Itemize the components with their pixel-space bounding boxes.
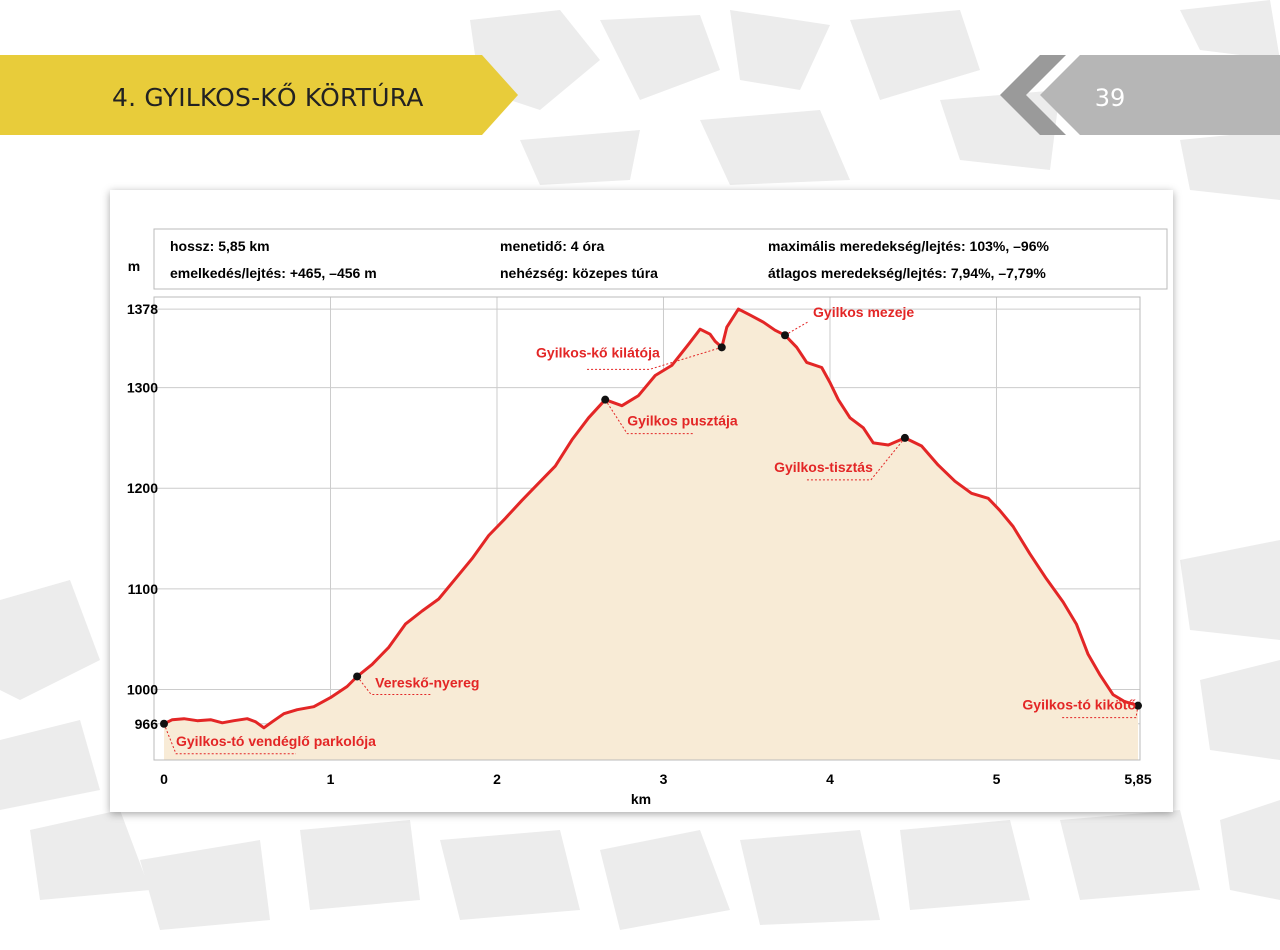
page-title: 4. GYILKOS-KŐ KÖRTÚRA — [112, 83, 424, 112]
x-tick-label: 3 — [660, 771, 668, 787]
waypoint: Vereskő-nyereg — [353, 672, 479, 695]
x-tick-label: 5 — [993, 771, 1001, 787]
y-tick-label: 966 — [135, 716, 159, 732]
chevron-left-icon — [1000, 55, 1066, 135]
waypoint-label: Gyilkos-tó kikötő — [1022, 697, 1136, 713]
x-tick-label: 1 — [327, 771, 335, 787]
waypoint: Gyilkos-tisztás — [774, 433, 909, 481]
stat-length: hossz: 5,85 km — [170, 238, 270, 254]
tick-labels: 0 1 2 3 4 5 5,85 966 1000 1100 1200 1300 1378 — [127, 301, 1152, 787]
x-tick-label: 0 — [160, 771, 168, 787]
elevation-profile-chart: Gyilkos-tó vendéglő parkolója Vereskő-nye… — [110, 190, 1173, 812]
chart-canvas: Gyilkos-tó vendéglő parkolója Vereskő-nye… — [127, 228, 1168, 807]
profile-area-fill — [164, 309, 1138, 760]
waypoint-marker — [1134, 701, 1142, 710]
waypoint: Gyilkos-kő kilátója — [536, 343, 726, 370]
waypoint-label: Gyilkos-tó vendéglő parkolója — [176, 733, 376, 749]
y-tick-label: 1100 — [128, 581, 159, 597]
waypoint: Gyilkos pusztája — [601, 395, 738, 435]
waypoint-marker — [353, 672, 362, 681]
waypoint-leader-line — [585, 346, 722, 370]
waypoint: Gyilkos mezeje — [781, 304, 914, 340]
waypoint-marker — [601, 395, 610, 404]
header-banner — [0, 55, 518, 135]
stat-time: menetidő: 4 óra — [500, 238, 605, 254]
waypoint: Gyilkos-tó kikötő — [1022, 697, 1142, 719]
chevron-left-icon — [1040, 55, 1280, 135]
stat-max-slope: maximális meredekség/lejtés: 103%, –96% — [768, 238, 1049, 254]
x-tick-label: 4 — [826, 771, 834, 787]
waypoints: Gyilkos-tó vendéglő parkolója Vereskő-nye… — [160, 304, 1142, 755]
y-tick-label: 1300 — [127, 380, 158, 396]
waypoint-label: Gyilkos mezeje — [813, 304, 914, 320]
profile-line — [163, 307, 1139, 730]
waypoint-marker — [900, 433, 909, 442]
waypoint-marker — [160, 719, 168, 728]
waypoint-label: Gyilkos-kő kilátója — [536, 344, 660, 360]
waypoint-label: Gyilkos pusztája — [627, 413, 738, 429]
waypoint-marker — [781, 331, 790, 340]
stats-box — [153, 228, 1168, 290]
y-tick-label: 1200 — [127, 480, 158, 496]
stat-avg-slope: átlagos meredekség/lejtés: 7,94%, –7,79% — [768, 265, 1046, 281]
plot-frame — [153, 296, 1141, 761]
x-tick-label: 2 — [493, 771, 501, 787]
waypoint-leader-line — [784, 320, 810, 336]
y-tick-label: 1000 — [127, 682, 158, 698]
waypoint-leader-line — [163, 723, 296, 755]
waypoint-marker — [717, 343, 726, 352]
waypoint-leader-line — [604, 399, 694, 435]
waypoint-label: Gyilkos-tisztás — [774, 459, 873, 475]
stat-elevation: emelkedés/lejtés: +465, –456 m — [170, 265, 377, 281]
y-axis-label: m — [128, 258, 140, 274]
waypoint-leader-line — [1062, 705, 1139, 719]
y-tick-label: 1378 — [127, 301, 158, 317]
x-axis-label: km — [631, 791, 651, 807]
page-number: 39 — [1094, 84, 1126, 112]
x-tick-label: 5,85 — [1124, 771, 1151, 787]
waypoint-leader-line — [806, 437, 906, 481]
stat-difficulty: nehézség: közepes túra — [500, 265, 658, 281]
waypoint: Gyilkos-tó vendéglő parkolója — [160, 719, 376, 755]
waypoint-label: Vereskő-nyereg — [375, 674, 479, 690]
page-number-tab — [1000, 55, 1280, 135]
